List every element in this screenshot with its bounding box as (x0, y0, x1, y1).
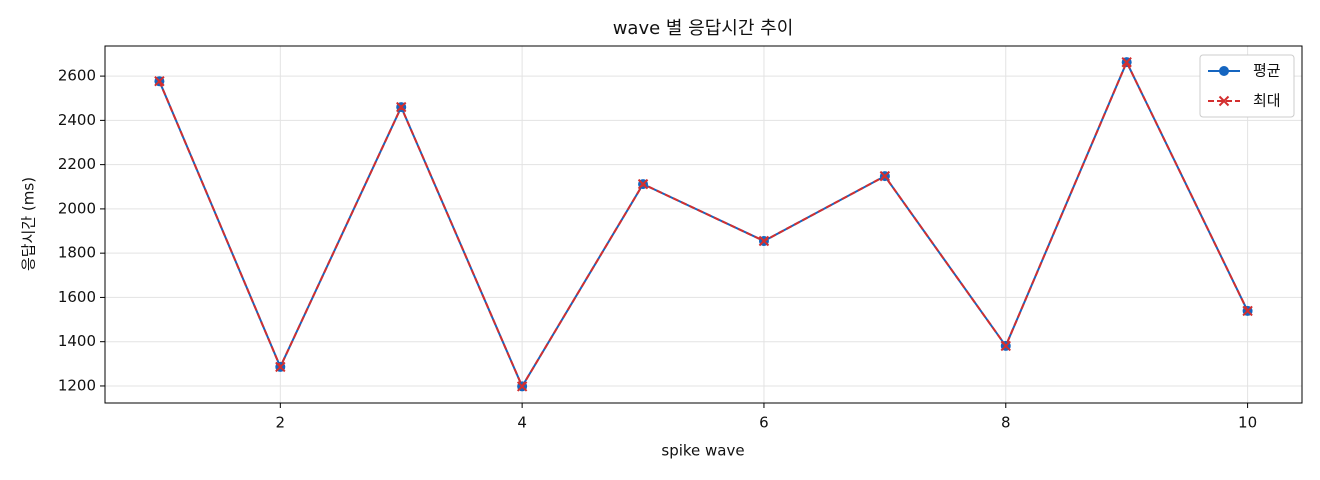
legend-marker (1218, 95, 1230, 107)
x-tick-label: 2 (276, 414, 286, 432)
y-tick-label: 1600 (58, 288, 96, 306)
series-line (158, 59, 1249, 389)
x-axis-label: spike wave (661, 442, 744, 460)
y-tick-label: 1800 (58, 244, 96, 262)
y-axis-label: 응답시간 (ms) (20, 177, 38, 271)
point (275, 361, 286, 373)
y-tick-label: 1400 (58, 332, 96, 350)
x-tick-label: 6 (759, 414, 769, 432)
point (154, 75, 165, 87)
y-tick-label: 2000 (58, 199, 96, 217)
point (396, 101, 407, 113)
point (1121, 56, 1132, 68)
y-tick-label: 2400 (58, 111, 96, 129)
point (758, 235, 770, 247)
legend-label: 최대 (1253, 92, 1281, 110)
legend-marker (1219, 66, 1229, 76)
point (637, 178, 649, 190)
point (516, 381, 528, 392)
x-tick-label: 10 (1238, 414, 1257, 432)
point (879, 170, 891, 182)
y-tick-label: 2600 (58, 67, 96, 85)
point (1242, 305, 1253, 317)
y-tick-label: 2200 (58, 155, 96, 173)
y-tick-label: 1200 (58, 376, 96, 394)
x-tick-label: 4 (517, 414, 527, 432)
point (1000, 340, 1011, 352)
plot-frame (104, 45, 1303, 404)
x-tick-label: 8 (1001, 414, 1011, 432)
legend-label: 평균 (1253, 62, 1281, 80)
chart-title: wave 별 응답시간 추이 (613, 18, 794, 39)
